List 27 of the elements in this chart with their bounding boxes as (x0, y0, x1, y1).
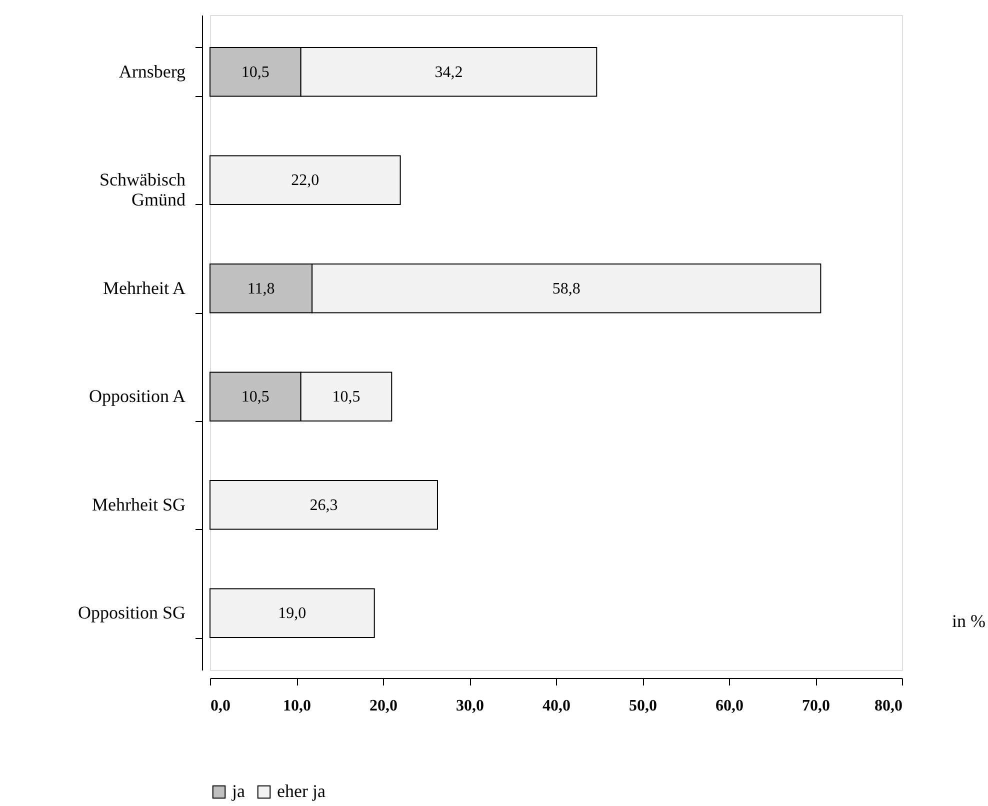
legend-label: eher ja (277, 781, 326, 801)
data-label: 34,2 (434, 64, 463, 81)
y-tick-label: Schwäbisch Gmünd (100, 170, 186, 210)
data-label: 22,0 (291, 172, 320, 190)
y-tick-label: Opposition SG (78, 602, 186, 623)
x-tick-label: 60,0 (716, 698, 744, 714)
data-label: 58,8 (552, 280, 580, 298)
x-tick-label: 20,0 (370, 698, 398, 714)
x-tick-label: 30,0 (456, 698, 484, 714)
data-label: 26,3 (310, 496, 338, 514)
x-tick-label: 80,0 (874, 698, 902, 714)
x-tick-label: 40,0 (542, 698, 570, 714)
x-tick-label: 70,0 (802, 698, 830, 714)
x-tick-label: 50,0 (629, 698, 657, 714)
data-label: 10,5 (332, 388, 360, 406)
data-label: 19,0 (278, 605, 306, 622)
data-label: 10,5 (241, 64, 270, 81)
data-label: 11,8 (247, 280, 275, 298)
x-tick-label: 0,0 (210, 698, 230, 714)
y-tick-label: Mehrheit A (103, 278, 186, 298)
y-tick-label: Mehrheit SG (92, 494, 186, 514)
y-tick-label: Arnsberg (118, 61, 186, 82)
data-label: 10,5 (241, 388, 270, 406)
x-tick-label: 10,0 (283, 698, 311, 714)
y-tick-label: Opposition A (88, 386, 186, 406)
x-axis-title: in % (952, 611, 986, 631)
legend-label: ja (231, 781, 245, 801)
